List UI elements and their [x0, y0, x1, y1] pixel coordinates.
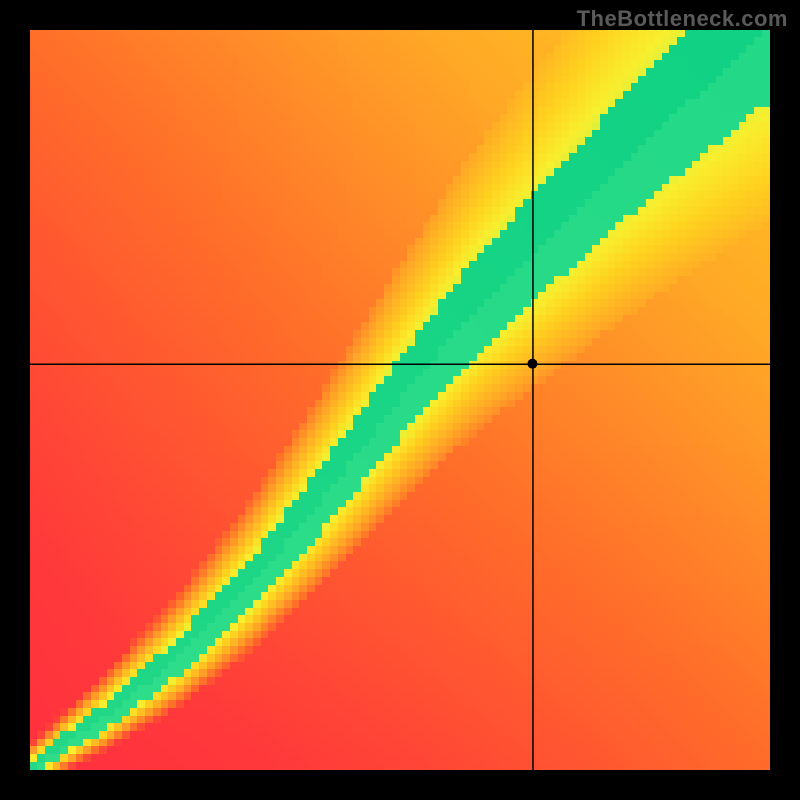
chart-container: TheBottleneck.com: [0, 0, 800, 800]
watermark-text: TheBottleneck.com: [577, 6, 788, 32]
overlay-canvas: [30, 30, 770, 770]
